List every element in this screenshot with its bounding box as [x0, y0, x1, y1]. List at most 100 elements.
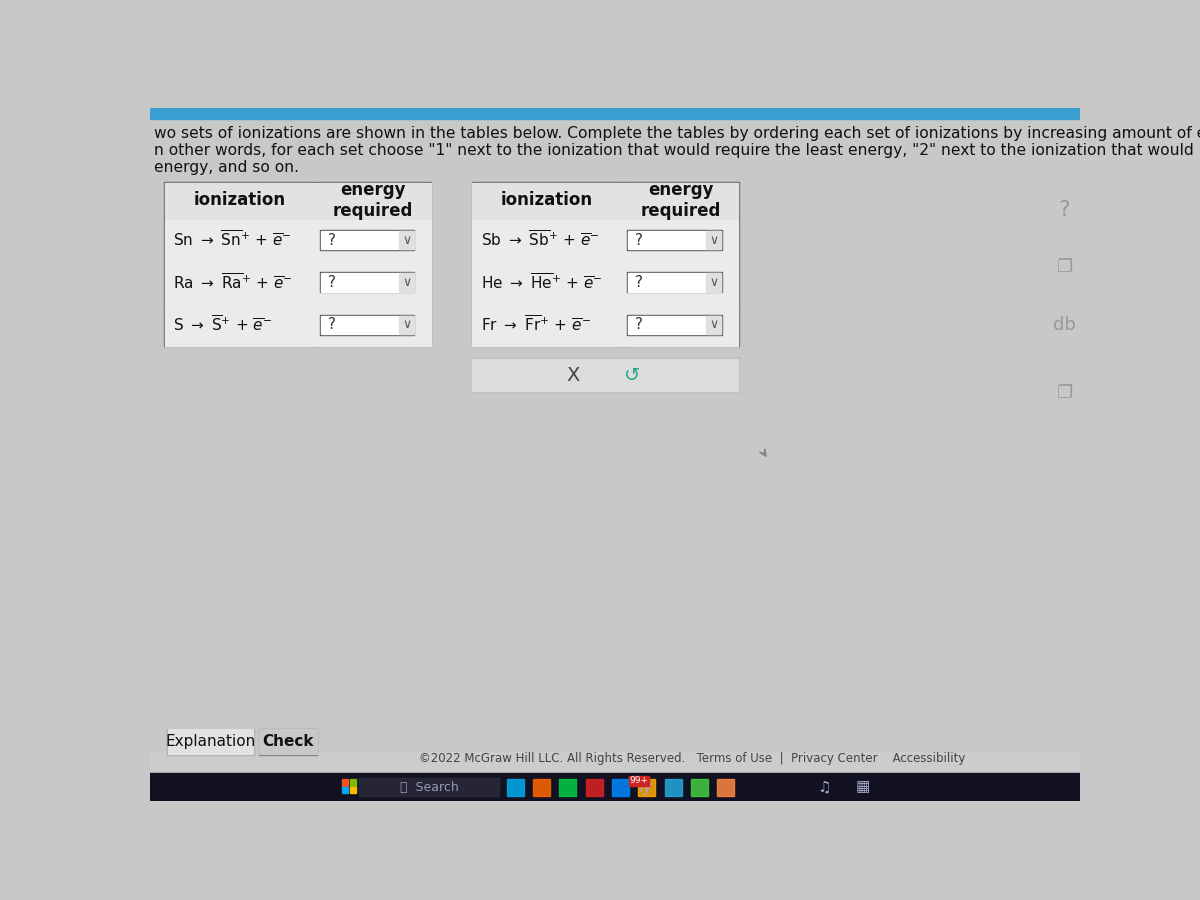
Bar: [612, 779, 629, 796]
Text: ∨: ∨: [709, 234, 719, 247]
Text: energy
required: energy required: [334, 181, 413, 220]
Bar: [473, 220, 623, 261]
Bar: [360, 778, 498, 796]
Bar: [164, 183, 316, 219]
Bar: [164, 182, 431, 346]
Text: Check: Check: [263, 734, 313, 749]
Bar: [150, 773, 1080, 801]
Bar: [628, 315, 722, 335]
Bar: [533, 779, 550, 796]
Bar: [707, 316, 721, 334]
Bar: [559, 779, 576, 796]
Bar: [473, 304, 623, 346]
Text: ©2022 McGraw Hill LLC. All Rights Reserved.   Terms of Use  |  Privacy Center   : ©2022 McGraw Hill LLC. All Rights Reserv…: [419, 752, 966, 765]
Bar: [316, 304, 431, 346]
Bar: [167, 729, 254, 755]
Bar: [691, 779, 708, 796]
Bar: [628, 274, 721, 292]
Bar: [398, 274, 414, 292]
Bar: [350, 788, 356, 793]
Bar: [707, 274, 721, 292]
Bar: [164, 304, 316, 346]
Text: ?: ?: [328, 318, 336, 332]
Text: n other words, for each set choose "1" next to the ionization that would require: n other words, for each set choose "1" n…: [154, 143, 1200, 158]
Text: ❐: ❐: [1056, 258, 1073, 276]
Bar: [624, 304, 738, 346]
Bar: [164, 262, 316, 303]
Text: Sn $\rightarrow$ $\overline{\mathrm{Sn}}^{+}$ + $\overline{e}^{-}$: Sn $\rightarrow$ $\overline{\mathrm{Sn}}…: [173, 230, 292, 250]
Bar: [473, 359, 738, 392]
Text: energy
required: energy required: [641, 181, 721, 220]
Text: He $\rightarrow$ $\overline{\mathrm{He}}^{+}$ + $\overline{e}^{-}$: He $\rightarrow$ $\overline{\mathrm{He}}…: [481, 273, 602, 292]
Bar: [258, 729, 317, 755]
Text: 99+: 99+: [630, 777, 648, 786]
Bar: [320, 230, 414, 249]
Bar: [316, 220, 431, 261]
Bar: [628, 230, 722, 250]
Text: db: db: [1054, 316, 1076, 334]
Bar: [473, 183, 623, 219]
Bar: [586, 779, 602, 796]
Text: Fr $\rightarrow$ $\overline{\mathrm{Fr}}^{+}$ + $\overline{e}^{-}$: Fr $\rightarrow$ $\overline{\mathrm{Fr}}…: [481, 315, 590, 335]
Bar: [624, 183, 738, 219]
Bar: [359, 778, 499, 796]
Bar: [398, 230, 414, 249]
Text: ?: ?: [328, 274, 336, 290]
Bar: [342, 788, 348, 793]
Text: energy, and so on.: energy, and so on.: [154, 160, 299, 176]
Text: X: X: [566, 365, 580, 384]
Bar: [628, 230, 721, 249]
Bar: [164, 220, 316, 261]
Bar: [624, 220, 738, 261]
Text: ∨: ∨: [402, 276, 412, 289]
Bar: [472, 358, 739, 392]
Bar: [718, 779, 734, 796]
Text: ionization: ionization: [502, 192, 593, 210]
Bar: [707, 230, 721, 249]
Bar: [350, 779, 356, 786]
Text: wo sets of ionizations are shown in the tables below. Complete the tables by ord: wo sets of ionizations are shown in the …: [154, 127, 1200, 141]
Bar: [259, 729, 317, 754]
Text: ∨: ∨: [709, 276, 719, 289]
Text: ♫: ♫: [817, 779, 832, 795]
Bar: [506, 779, 523, 796]
Bar: [624, 262, 738, 303]
Bar: [629, 776, 649, 787]
Bar: [472, 182, 739, 346]
Bar: [150, 108, 1080, 119]
Text: ly: ly: [640, 779, 653, 795]
Bar: [320, 316, 414, 334]
Bar: [473, 262, 623, 303]
Text: ∨: ∨: [402, 234, 412, 247]
Bar: [319, 315, 414, 335]
Text: ?: ?: [1058, 201, 1070, 220]
Bar: [342, 779, 348, 786]
Text: ▦: ▦: [856, 779, 870, 795]
Text: ∨: ∨: [709, 319, 719, 331]
Bar: [319, 230, 414, 250]
Bar: [638, 779, 655, 796]
Text: ?: ?: [635, 232, 643, 248]
Text: ?: ?: [328, 232, 336, 248]
Bar: [398, 316, 414, 334]
Bar: [316, 262, 431, 303]
Text: ❐: ❐: [1056, 384, 1073, 402]
Text: ∨: ∨: [402, 319, 412, 331]
Text: ↺: ↺: [624, 365, 641, 384]
Text: ?: ?: [635, 274, 643, 290]
Bar: [628, 273, 722, 292]
Bar: [168, 729, 253, 754]
Text: Sb $\rightarrow$ $\overline{\mathrm{Sb}}^{+}$ + $\overline{e}^{-}$: Sb $\rightarrow$ $\overline{\mathrm{Sb}}…: [481, 230, 600, 250]
Text: Ra $\rightarrow$ $\overline{\mathrm{Ra}}^{+}$ + $\overline{e}^{-}$: Ra $\rightarrow$ $\overline{\mathrm{Ra}}…: [173, 273, 293, 292]
Text: ?: ?: [635, 318, 643, 332]
Bar: [150, 752, 1080, 773]
Text: ionization: ionization: [193, 192, 286, 210]
Text: S $\rightarrow$ $\overline{\mathrm{S}}^{+}$ + $\overline{e}^{-}$: S $\rightarrow$ $\overline{\mathrm{S}}^{…: [173, 315, 272, 335]
Text: 🔍  Search: 🔍 Search: [400, 780, 458, 794]
Bar: [320, 274, 414, 292]
Text: Explanation: Explanation: [166, 734, 256, 749]
Bar: [316, 183, 431, 219]
Bar: [665, 779, 682, 796]
Bar: [628, 316, 721, 334]
Bar: [319, 273, 414, 292]
